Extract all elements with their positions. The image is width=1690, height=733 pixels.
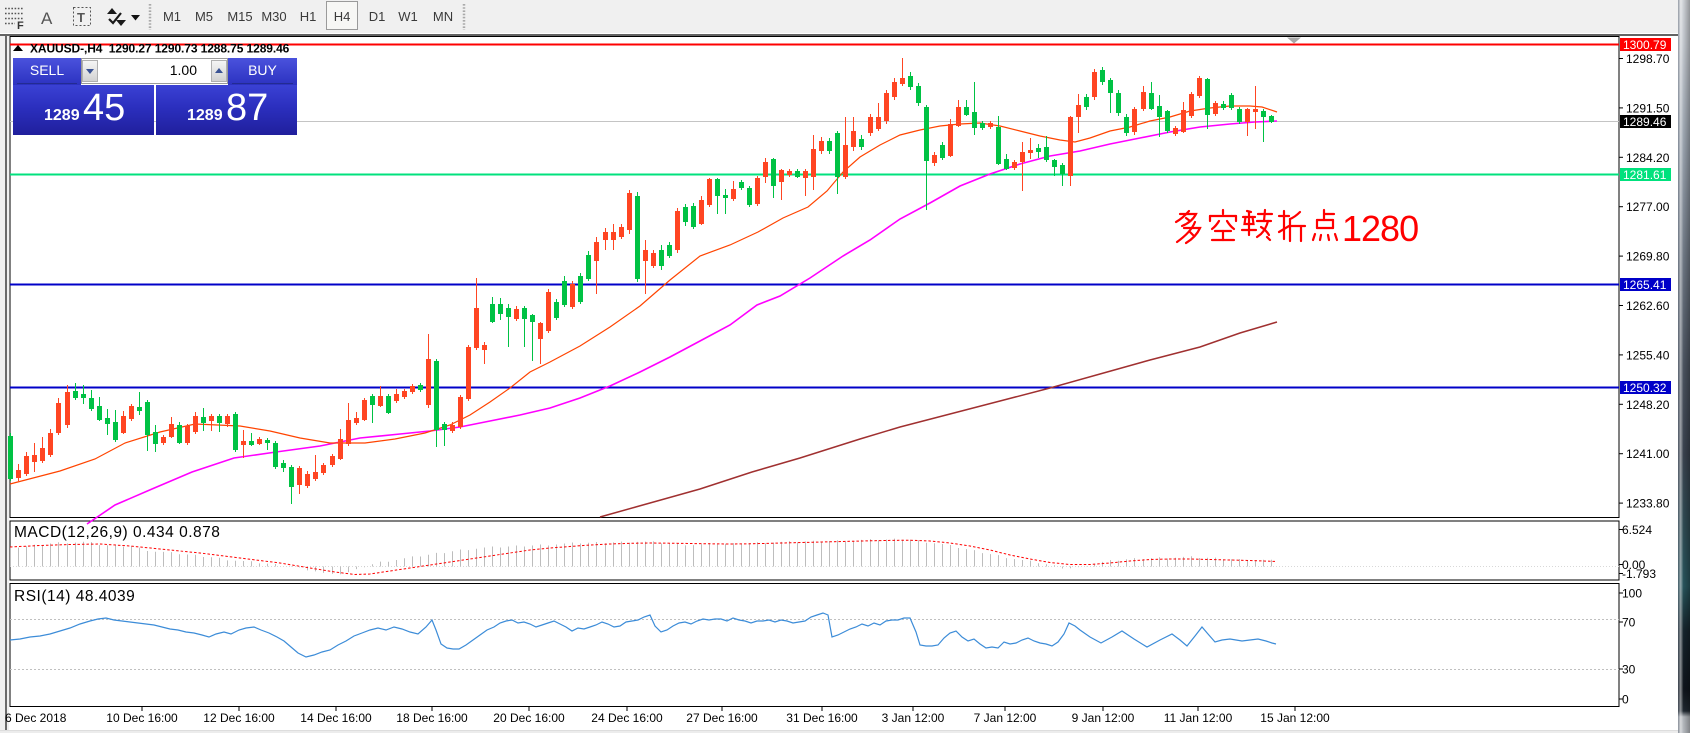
svg-text:XAUUSD-,H4 1290.27 1290.73 12: XAUUSD-,H4 1290.27 1290.73 1288.75 1289.…: [30, 42, 290, 56]
svg-text:MACD(12,26,9) 0.434 0.878: MACD(12,26,9) 0.434 0.878: [14, 524, 220, 541]
svg-text:W1: W1: [398, 9, 418, 24]
svg-text:-1.793: -1.793: [1622, 567, 1656, 581]
svg-text:1291.50: 1291.50: [1626, 101, 1670, 115]
svg-text:9 Jan 12:00: 9 Jan 12:00: [1072, 711, 1135, 725]
svg-text:H4: H4: [334, 9, 351, 24]
svg-text:1300.79: 1300.79: [1623, 38, 1667, 52]
svg-text:7 Jan 12:00: 7 Jan 12:00: [974, 711, 1037, 725]
svg-text:27 Dec 16:00: 27 Dec 16:00: [686, 711, 758, 725]
svg-text:100: 100: [1622, 587, 1642, 601]
svg-text:31 Dec 16:00: 31 Dec 16:00: [786, 711, 858, 725]
svg-text:0: 0: [1622, 693, 1629, 707]
svg-text:12 Dec 16:00: 12 Dec 16:00: [203, 711, 275, 725]
svg-text:M1: M1: [163, 9, 181, 24]
svg-text:3 Jan 12:00: 3 Jan 12:00: [882, 711, 945, 725]
svg-text:20 Dec 16:00: 20 Dec 16:00: [493, 711, 565, 725]
svg-text:M30: M30: [261, 9, 286, 24]
svg-text:70: 70: [1622, 616, 1636, 630]
svg-text:MN: MN: [433, 9, 453, 24]
svg-text:30: 30: [1622, 663, 1636, 677]
svg-text:1281.61: 1281.61: [1623, 168, 1667, 182]
svg-text:H1: H1: [300, 9, 317, 24]
svg-text:RSI(14) 48.4039: RSI(14) 48.4039: [14, 588, 135, 605]
svg-text:10 Dec 16:00: 10 Dec 16:00: [106, 711, 178, 725]
svg-text:1265.41: 1265.41: [1623, 278, 1667, 292]
svg-text:15 Jan 12:00: 15 Jan 12:00: [1260, 711, 1330, 725]
svg-text:F: F: [17, 20, 24, 32]
svg-text:0.00: 0.00: [1622, 558, 1646, 572]
svg-text:1277.00: 1277.00: [1626, 200, 1670, 214]
svg-text:14 Dec 16:00: 14 Dec 16:00: [300, 711, 372, 725]
svg-text:M5: M5: [195, 9, 213, 24]
svg-text:1298.70: 1298.70: [1626, 52, 1670, 66]
svg-text:1250.32: 1250.32: [1623, 381, 1667, 395]
svg-text:1289.46: 1289.46: [1623, 115, 1667, 129]
svg-text:1262.60: 1262.60: [1626, 299, 1670, 313]
svg-text:1269.80: 1269.80: [1626, 250, 1670, 264]
svg-text:11 Jan 12:00: 11 Jan 12:00: [1164, 711, 1233, 725]
svg-text:1280: 1280: [1342, 208, 1418, 249]
svg-text:D1: D1: [369, 9, 386, 24]
svg-text:1255.40: 1255.40: [1626, 348, 1670, 362]
svg-text:M15: M15: [227, 9, 252, 24]
svg-text:T: T: [77, 10, 85, 25]
svg-text:1284.20: 1284.20: [1626, 151, 1670, 165]
svg-text:18 Dec 16:00: 18 Dec 16:00: [396, 711, 468, 725]
svg-text:1248.20: 1248.20: [1626, 398, 1670, 412]
svg-text:6.524: 6.524: [1622, 523, 1652, 537]
svg-text:A: A: [41, 9, 53, 28]
svg-text:1241.00: 1241.00: [1626, 447, 1670, 461]
svg-text:6 Dec 2018: 6 Dec 2018: [5, 711, 67, 725]
svg-text:24 Dec 16:00: 24 Dec 16:00: [591, 711, 663, 725]
svg-text:1233.80: 1233.80: [1626, 497, 1670, 511]
